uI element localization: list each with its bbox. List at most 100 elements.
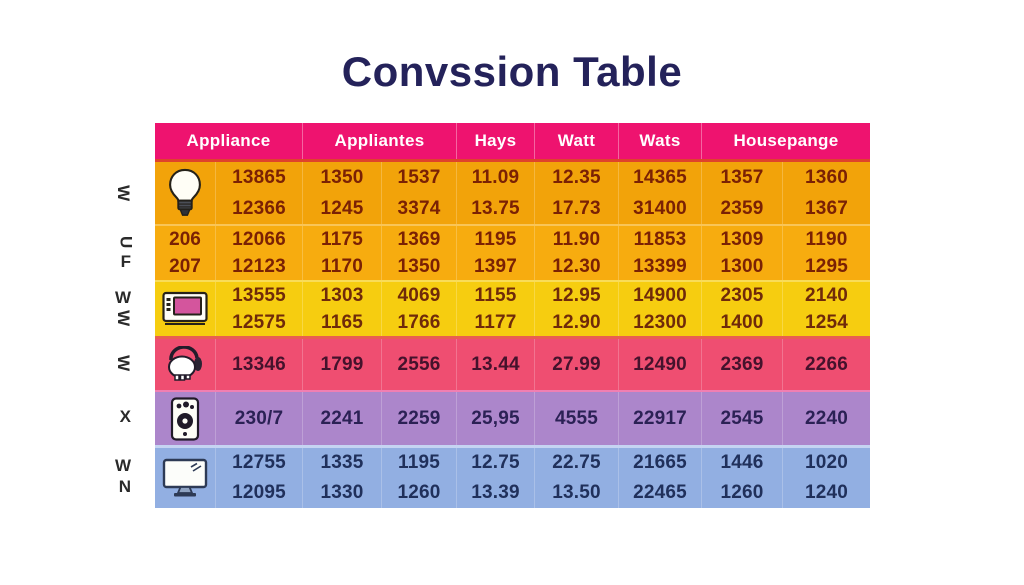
table-cell: 1357 bbox=[701, 162, 782, 193]
microwave-icon bbox=[162, 291, 208, 327]
speaker-icon bbox=[170, 396, 200, 441]
table-header: Appliance Appliantes Hays Watt Wats Housepang… bbox=[155, 123, 870, 162]
table-cell: 1254 bbox=[782, 309, 870, 336]
row-label-char: X bbox=[119, 407, 131, 427]
table-cell: 2305 bbox=[701, 282, 782, 309]
table-cell: 12490 bbox=[618, 339, 701, 390]
icon-column bbox=[155, 339, 215, 390]
table-cell: 14900 bbox=[618, 282, 701, 309]
page-title: Convssion Table bbox=[341, 48, 683, 95]
icon-column bbox=[155, 392, 215, 445]
conversion-table: Appliance Appliantes Hays Watt Wats Housepang… bbox=[155, 123, 870, 508]
table-cell: 3374 bbox=[381, 193, 456, 224]
table-cell: 1260 bbox=[381, 478, 456, 508]
header-cell: Wats bbox=[618, 123, 701, 159]
row-label-char: W bbox=[114, 287, 131, 307]
table-cell: 1195 bbox=[456, 226, 534, 253]
table-section-monitor: 12755 1335 1195 12.75 22.75 21665 1446 1020 1209… bbox=[155, 445, 870, 508]
table-cell: 1330 bbox=[302, 478, 381, 508]
table-cell: 1367 bbox=[782, 193, 870, 224]
table-cell: 13.50 bbox=[534, 478, 618, 508]
table-cell: 17.73 bbox=[534, 193, 618, 224]
table-cell: 31400 bbox=[618, 193, 701, 224]
row-label-char: W bbox=[114, 310, 134, 327]
header-cell: Appliance bbox=[186, 131, 271, 150]
table-cell: 2241 bbox=[302, 392, 381, 445]
header-cell: Appliantes bbox=[302, 123, 456, 159]
table-cell: 1766 bbox=[381, 309, 456, 336]
icon-column-value: 207 bbox=[169, 255, 201, 277]
header-cell: Watt bbox=[534, 123, 618, 159]
table-cell: 12.95 bbox=[534, 282, 618, 309]
table-cell: 1175 bbox=[302, 226, 381, 253]
table-cell: 1537 bbox=[381, 162, 456, 193]
table-cell: 1165 bbox=[302, 309, 381, 336]
row-label-char: W bbox=[114, 184, 134, 202]
gutter-spacer bbox=[0, 123, 155, 162]
table-section-hand-dryer: 13346 1799 2556 13.44 27.99 12490 2369 2266 bbox=[155, 336, 870, 390]
table-cell: 2359 bbox=[701, 193, 782, 224]
table-cell: 1155 bbox=[456, 282, 534, 309]
table-cell: 1369 bbox=[381, 226, 456, 253]
table-cell: 22465 bbox=[618, 478, 701, 508]
table-section-speaker: 230/7 2241 2259 25,95 4555 22917 2545 2240 bbox=[155, 390, 870, 445]
table-cell: 1309 bbox=[701, 226, 782, 253]
table-cell: 4069 bbox=[381, 282, 456, 309]
row-label-lightbulb: W bbox=[0, 162, 155, 224]
table-cell: 12575 bbox=[215, 309, 302, 336]
table-cell: 2369 bbox=[701, 339, 782, 390]
table-cell: 12095 bbox=[215, 478, 302, 508]
table-cell: 1240 bbox=[782, 478, 870, 508]
table-cell: 230/7 bbox=[215, 392, 302, 445]
section-rows: 13346 1799 2556 13.44 27.99 12490 2369 2266 bbox=[215, 339, 870, 390]
table-cell: 27.99 bbox=[534, 339, 618, 390]
table-cell: 12.35 bbox=[534, 162, 618, 193]
table-body: 13865 1350 1537 11.09 12.35 14365 1357 1360 1236… bbox=[155, 162, 870, 508]
table-cell: 12300 bbox=[618, 309, 701, 336]
row-label-char: F bbox=[120, 252, 131, 271]
table-cell: 1360 bbox=[782, 162, 870, 193]
table-cell: 14365 bbox=[618, 162, 701, 193]
table-cell: 13.44 bbox=[456, 339, 534, 390]
row-label-hand-dryer: W bbox=[0, 336, 155, 390]
table-cell: 12.90 bbox=[534, 309, 618, 336]
table-cell: 13.39 bbox=[456, 478, 534, 508]
table-cell: 2266 bbox=[782, 339, 870, 390]
table-cell: 2545 bbox=[701, 392, 782, 445]
table-cell: 21665 bbox=[618, 448, 701, 478]
row-label-char: N bbox=[118, 476, 131, 496]
table-cell: 13865 bbox=[215, 162, 302, 193]
table-cell: 11.90 bbox=[534, 226, 618, 253]
table-section-microwave: 13555 1303 4069 1155 12.95 14900 2305 2140 12575… bbox=[155, 280, 870, 336]
bulb-icon bbox=[165, 168, 205, 218]
table-cell: 13346 bbox=[215, 339, 302, 390]
table-cell: 1190 bbox=[782, 226, 870, 253]
icon-column-value: 206 bbox=[169, 228, 201, 250]
section-rows: 13555 1303 4069 1155 12.95 14900 2305 2140 12575… bbox=[215, 282, 870, 336]
table-cell: 1335 bbox=[302, 448, 381, 478]
table-cell: 12123 bbox=[215, 253, 302, 280]
table-cell: 12366 bbox=[215, 193, 302, 224]
icon-column bbox=[155, 282, 215, 336]
table-cell: 11.09 bbox=[456, 162, 534, 193]
table-cell: 4555 bbox=[534, 392, 618, 445]
table-cell: 2240 bbox=[782, 392, 870, 445]
table-cell: 1170 bbox=[302, 253, 381, 280]
table-cell: 11853 bbox=[618, 226, 701, 253]
table-cell: 1400 bbox=[701, 309, 782, 336]
row-label-char: U bbox=[116, 235, 136, 248]
section-rows: 230/7 2241 2259 25,95 4555 22917 2545 2240 bbox=[215, 392, 870, 445]
table-cell: 1020 bbox=[782, 448, 870, 478]
table-cell: 1245 bbox=[302, 193, 381, 224]
row-label-speaker: X bbox=[0, 390, 155, 445]
section-rows: 13865 1350 1537 11.09 12.35 14365 1357 1360 1236… bbox=[215, 162, 870, 224]
icon-column bbox=[155, 162, 215, 224]
table-cell: 1177 bbox=[456, 309, 534, 336]
row-label-char: W bbox=[114, 456, 131, 476]
table-cell: 13399 bbox=[618, 253, 701, 280]
table-cell: 2556 bbox=[381, 339, 456, 390]
table-cell: 1303 bbox=[302, 282, 381, 309]
table-cell: 22917 bbox=[618, 392, 701, 445]
